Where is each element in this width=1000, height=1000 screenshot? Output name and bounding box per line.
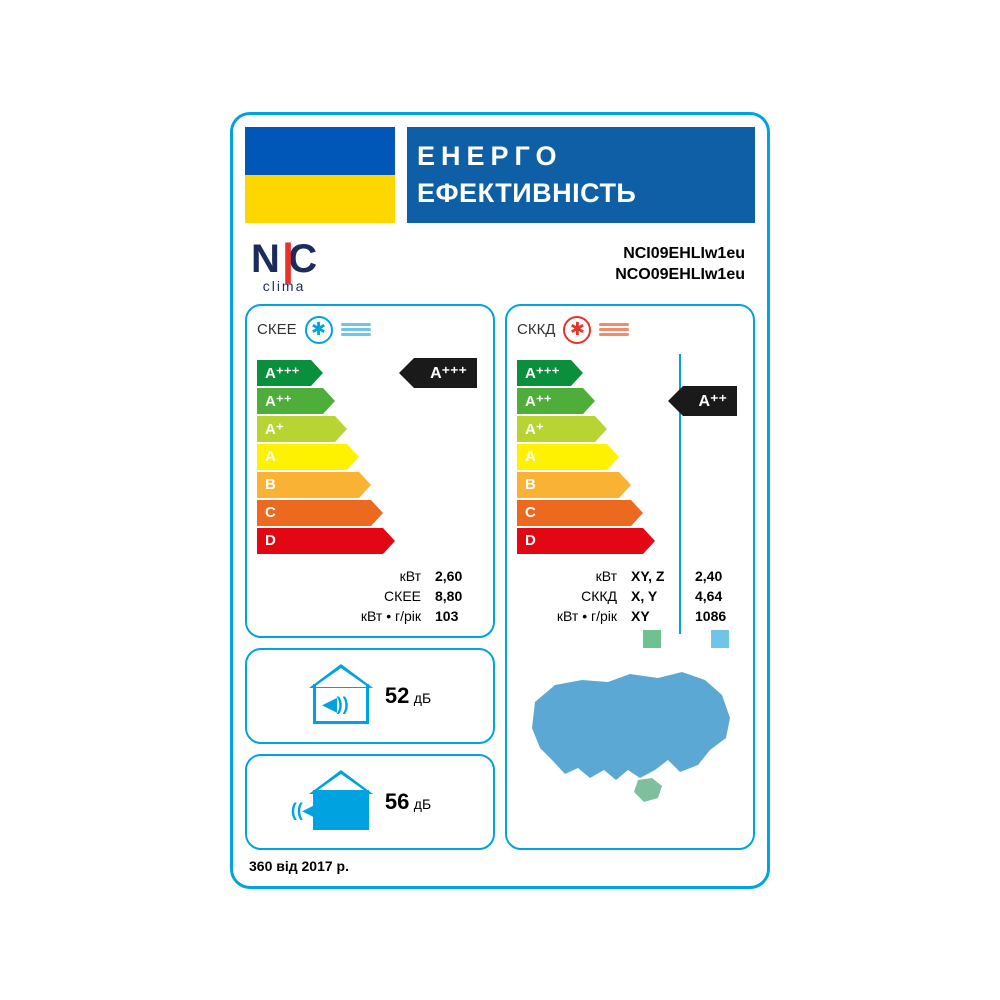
fan-heat-icon: ✱ (563, 316, 591, 344)
flag-blue (245, 127, 395, 175)
ukraine-flag (245, 127, 395, 223)
color-swatch (643, 630, 661, 648)
scale-row: B (517, 472, 743, 498)
energy-label-card: ЕНЕРГО ЕФЕКТИВНІСТЬ N|C clima NCI09EHLIw… (230, 112, 770, 889)
stat-label: СККД (527, 588, 617, 604)
heating-stats: кВт XY, Z 2,40 СККД X, Y 4,64 кВт • г/рік XY 108… (517, 566, 743, 626)
sound-outdoor-value: 56 дБ (385, 789, 431, 815)
stat-row: кВт 2,60 (257, 566, 483, 586)
heating-scale: A⁺⁺⁺A⁺⁺A⁺⁺A⁺ABCD (517, 360, 743, 554)
sound-indoor-value: 52 дБ (385, 683, 431, 709)
scale-bar: A⁺⁺⁺ (517, 360, 571, 386)
scale-bar: A⁺⁺⁺ (257, 360, 311, 386)
ukraine-map (517, 648, 743, 810)
model-numbers: NCI09EHLIw1eu NCO09EHLIw1eu (615, 244, 745, 286)
stat-mid: XY, Z (631, 568, 681, 584)
stat-label: кВт • г/рік (331, 608, 421, 624)
color-swatch (711, 630, 729, 648)
house-indoor-icon: ◀)) (309, 664, 373, 728)
house-outdoor-icon: ((◀ (309, 770, 373, 834)
scale-bar: A⁺ (517, 416, 595, 442)
stat-label: кВт • г/рік (527, 608, 617, 624)
scale-bar: C (517, 500, 631, 526)
cooling-panel: СКЕЕ ✱ A⁺⁺⁺A⁺⁺⁺A⁺⁺A⁺ABCD кВт2,60СКЕЕ8,80… (245, 304, 495, 638)
scale-bar: D (517, 528, 643, 554)
scale-row: B (257, 472, 483, 498)
scale-bar: B (257, 472, 359, 498)
brand-logo: N|C (251, 237, 317, 282)
footer-text: 360 від 2017 р. (245, 850, 755, 874)
title-line-2: ЕФЕКТИВНІСТЬ (417, 175, 745, 211)
cool-waves-icon (341, 323, 371, 336)
model-2: NCO09EHLIw1eu (615, 265, 745, 286)
cooling-scale: A⁺⁺⁺A⁺⁺⁺A⁺⁺A⁺ABCD (257, 360, 483, 554)
stat-value: 4,64 (695, 588, 739, 604)
scale-row: A⁺⁺ (257, 388, 483, 414)
rating-arrow: A⁺⁺⁺ (414, 358, 477, 388)
title-line-1: ЕНЕРГО (417, 138, 745, 174)
scale-bar: C (257, 500, 371, 526)
stat-row: кВт • г/рік XY 1086 (517, 606, 743, 626)
cooling-stats: кВт 2,60 СКЕЕ 8,80 кВт • г/рік 103 (257, 566, 483, 626)
stat-row: кВт • г/рік 103 (257, 606, 483, 626)
scale-row: A⁺⁺⁺ A⁺⁺⁺ (257, 360, 483, 386)
scale-row: C (257, 500, 483, 526)
scale-bar: A⁺⁺ (517, 388, 583, 414)
scale-bar: A⁺⁺ (257, 388, 323, 414)
scale-row: A⁺⁺⁺ (517, 360, 743, 386)
sound-indoor-panel: ◀)) 52 дБ (245, 648, 495, 744)
stat-value: 8,80 (435, 588, 479, 604)
heating-label: СККД (517, 321, 555, 338)
scale-bar: A⁺ (257, 416, 335, 442)
stat-row: кВт XY, Z 2,40 (517, 566, 743, 586)
stat-value: 103 (435, 608, 479, 624)
scale-bar: A (257, 444, 347, 470)
brand: N|C clima (251, 237, 317, 294)
stat-value: 2,60 (435, 568, 479, 584)
scale-row: D (517, 528, 743, 554)
stat-label: кВт (331, 568, 421, 584)
model-1: NCI09EHLIw1eu (615, 244, 745, 265)
scale-row: C (517, 500, 743, 526)
scale-row: A⁺ (517, 416, 743, 442)
title-block: ЕНЕРГО ЕФЕКТИВНІСТЬ (407, 127, 755, 223)
stat-label: кВт (527, 568, 617, 584)
fan-cool-icon: ✱ (305, 316, 333, 344)
scale-row: A⁺ (257, 416, 483, 442)
scale-bar: D (257, 528, 383, 554)
stat-mid: XY (631, 608, 681, 624)
cooling-label: СКЕЕ (257, 321, 297, 338)
columns: СКЕЕ ✱ A⁺⁺⁺A⁺⁺⁺A⁺⁺A⁺ABCD кВт2,60СКЕЕ8,80… (245, 304, 755, 850)
map-svg (520, 660, 740, 810)
cooling-head: СКЕЕ ✱ (257, 316, 483, 344)
scale-row: A (517, 444, 743, 470)
scale-row: D (257, 528, 483, 554)
left-column: СКЕЕ ✱ A⁺⁺⁺A⁺⁺⁺A⁺⁺A⁺ABCD кВт2,60СКЕЕ8,80… (245, 304, 495, 850)
scale-row: A⁺⁺ A⁺⁺ (517, 388, 743, 414)
heating-head: СККД ✱ (517, 316, 743, 344)
sound-outdoor-panel: ((◀ 56 дБ (245, 754, 495, 850)
header: ЕНЕРГО ЕФЕКТИВНІСТЬ (245, 127, 755, 223)
stat-row: СККД X, Y 4,64 (517, 586, 743, 606)
heating-swatches (517, 626, 743, 648)
stat-value: 1086 (695, 608, 739, 624)
rating-arrow: A⁺⁺ (683, 386, 737, 416)
scale-row: A (257, 444, 483, 470)
scale-bar: B (517, 472, 619, 498)
heat-waves-icon (599, 323, 629, 336)
flag-yellow (245, 175, 395, 223)
stat-label: СКЕЕ (331, 588, 421, 604)
heating-panel: СККД ✱ A⁺⁺⁺A⁺⁺A⁺⁺A⁺ABCD кВтXY, Z2,40СККД… (505, 304, 755, 850)
brand-model-row: N|C clima NCI09EHLIw1eu NCO09EHLIw1eu (245, 233, 755, 304)
scale-bar: A (517, 444, 607, 470)
stat-value: 2,40 (695, 568, 739, 584)
right-column: СККД ✱ A⁺⁺⁺A⁺⁺A⁺⁺A⁺ABCD кВтXY, Z2,40СККД… (505, 304, 755, 850)
stat-mid: X, Y (631, 588, 681, 604)
stat-row: СКЕЕ 8,80 (257, 586, 483, 606)
